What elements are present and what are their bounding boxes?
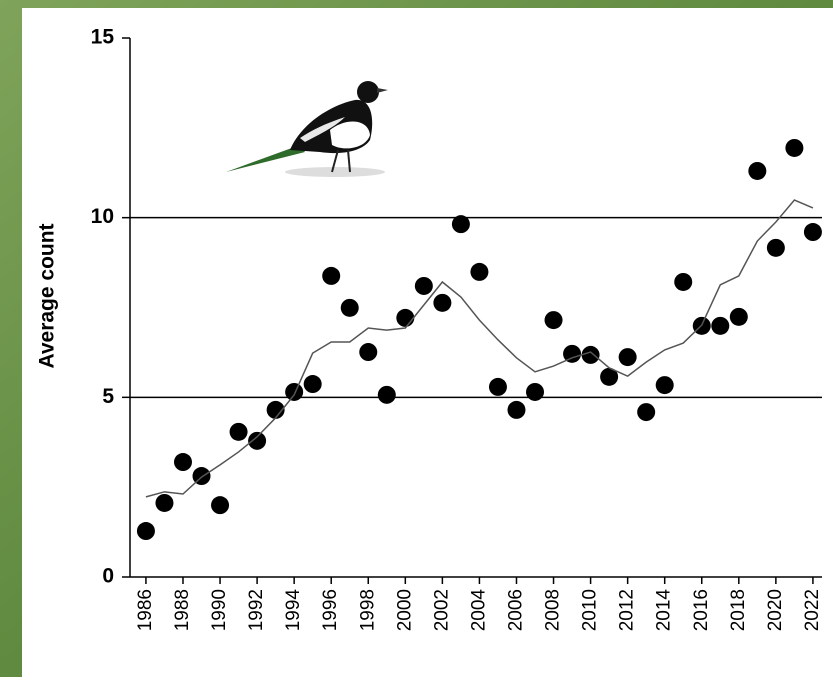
data-point bbox=[396, 308, 415, 327]
data-point bbox=[340, 298, 359, 317]
data-point bbox=[229, 422, 248, 441]
data-point bbox=[526, 382, 545, 401]
data-point bbox=[674, 272, 693, 291]
data-point bbox=[173, 453, 192, 472]
y-axis-label: Average count bbox=[36, 223, 59, 368]
x-tick-label: 2008 bbox=[543, 589, 564, 631]
data-point bbox=[359, 343, 378, 362]
x-tick-label: 1990 bbox=[209, 589, 230, 631]
data-point bbox=[155, 493, 174, 512]
data-point bbox=[766, 238, 785, 257]
magpie-illustration bbox=[226, 81, 388, 177]
x-tick-label: 2014 bbox=[654, 589, 675, 632]
x-tick-label: 2002 bbox=[431, 589, 452, 631]
data-point bbox=[470, 262, 489, 281]
data-point bbox=[136, 522, 155, 541]
data-point bbox=[785, 138, 804, 157]
panel bbox=[22, 8, 833, 677]
data-point bbox=[507, 400, 526, 419]
data-point bbox=[729, 307, 748, 326]
x-tick-label: 1988 bbox=[172, 589, 193, 631]
x-tick-label: 2010 bbox=[580, 589, 601, 631]
data-point bbox=[266, 400, 285, 419]
data-point bbox=[322, 266, 341, 285]
data-point bbox=[803, 223, 822, 242]
data-point bbox=[451, 215, 470, 234]
x-tick-label: 2006 bbox=[505, 589, 526, 631]
x-tick-label: 2012 bbox=[617, 589, 638, 631]
data-point bbox=[655, 376, 674, 395]
x-tick-label: 2000 bbox=[394, 589, 415, 631]
data-point bbox=[637, 403, 656, 422]
data-point bbox=[488, 377, 507, 396]
x-tick-label: 2018 bbox=[728, 589, 749, 631]
data-point bbox=[285, 382, 304, 401]
x-tick-label: 1998 bbox=[357, 589, 378, 631]
data-point bbox=[544, 311, 563, 330]
x-tick-label: 2022 bbox=[802, 589, 823, 631]
x-tick-label: 2020 bbox=[765, 589, 786, 631]
y-tick-label: 10 bbox=[91, 205, 114, 228]
data-point bbox=[618, 348, 637, 367]
data-point bbox=[581, 345, 600, 364]
trend-line bbox=[145, 199, 814, 498]
data-point bbox=[248, 431, 267, 450]
y-tick-label: 0 bbox=[102, 565, 114, 588]
data-point bbox=[211, 496, 230, 515]
x-tick-label: 1992 bbox=[246, 589, 267, 631]
data-point bbox=[711, 316, 730, 335]
x-tick-label: 1986 bbox=[135, 589, 156, 631]
data-point bbox=[414, 276, 433, 295]
data-point bbox=[433, 293, 452, 312]
x-tick-label: 2016 bbox=[691, 589, 712, 631]
y-tick-label: 5 bbox=[102, 385, 114, 408]
data-point bbox=[600, 367, 619, 386]
x-tick-label: 1994 bbox=[283, 589, 304, 632]
data-point bbox=[563, 344, 582, 363]
data-point bbox=[303, 375, 322, 394]
data-point bbox=[377, 385, 396, 404]
data-point bbox=[748, 161, 767, 180]
x-tick-label: 1996 bbox=[320, 589, 341, 631]
x-tick-label: 2004 bbox=[468, 589, 489, 632]
y-tick-label: 15 bbox=[91, 26, 115, 49]
